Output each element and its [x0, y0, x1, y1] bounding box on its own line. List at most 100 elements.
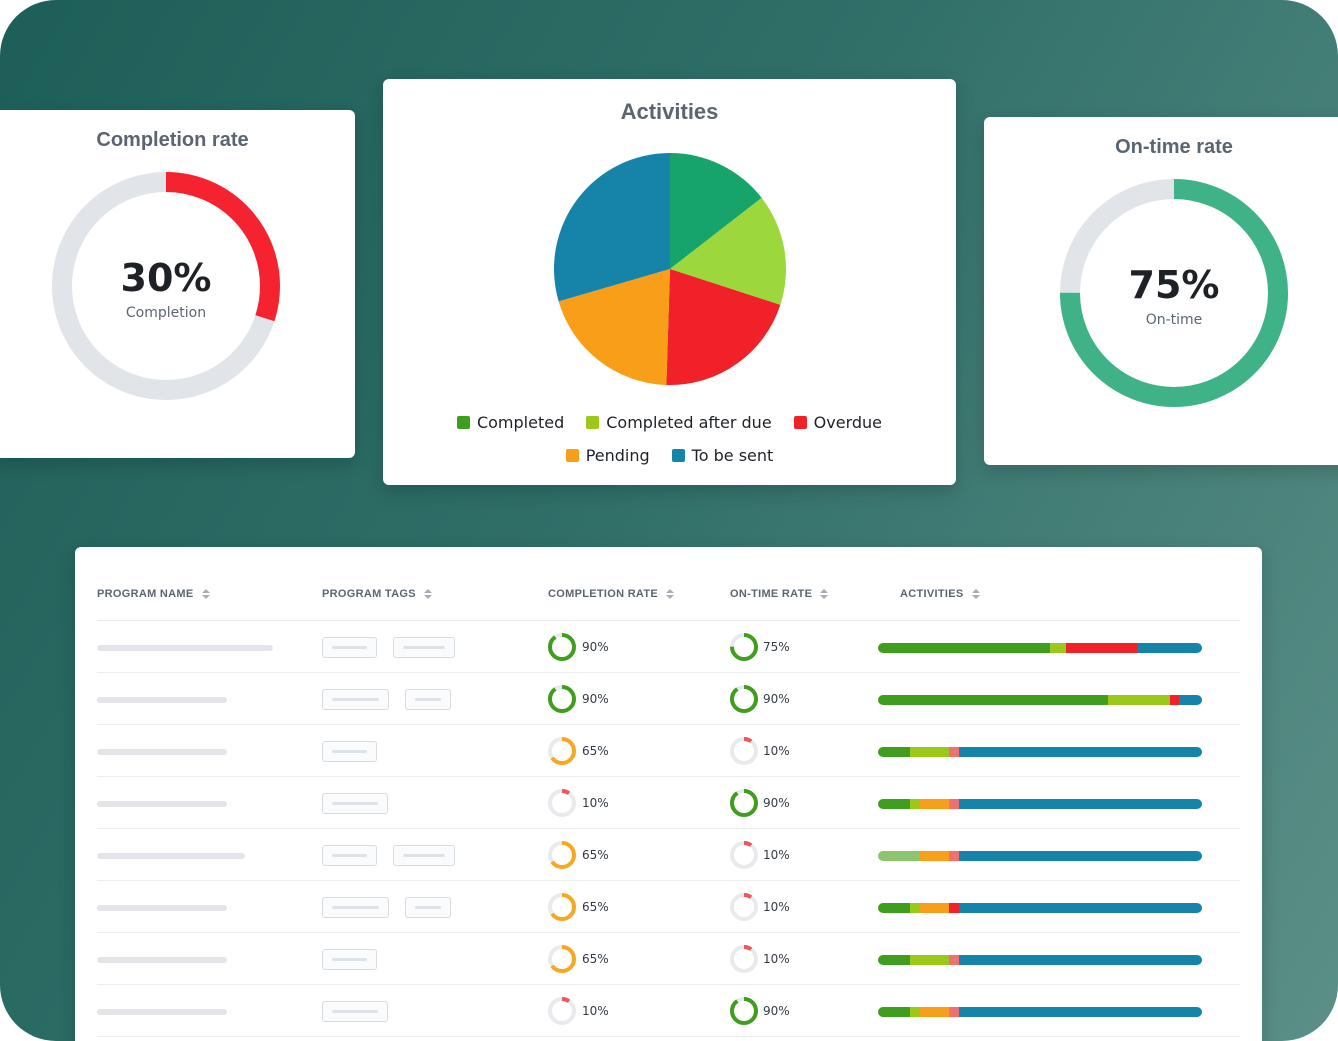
- table-row[interactable]: 10% 90%: [97, 777, 1240, 829]
- ontime-value: 75%: [1128, 263, 1220, 307]
- completion-mini-donut: [548, 789, 576, 817]
- pie-slice-completed-after-due[interactable]: [670, 197, 786, 305]
- sort-icon[interactable]: [201, 589, 210, 599]
- ontime-mini-donut: [730, 633, 758, 661]
- completion-mini-donut-arc: [548, 737, 576, 765]
- ontime-mini-donut-track: [730, 893, 758, 921]
- ontime-mini-donut-arc: [730, 945, 758, 973]
- pie-slice-pending[interactable]: [558, 269, 670, 385]
- completion-mini-donut-arc: [548, 685, 576, 713]
- completion-rate-value: 65%: [582, 848, 609, 862]
- sort-icon[interactable]: [423, 589, 432, 599]
- completion-donut-chart: [52, 172, 280, 400]
- ontime-rate-value: 90%: [763, 1004, 790, 1018]
- table-row[interactable]: 65% 10%: [97, 725, 1240, 777]
- activities-bar-segment: [1049, 643, 1066, 653]
- column-header-program-tags[interactable]: PROGRAM TAGS: [322, 588, 432, 600]
- pie-slice-completed[interactable]: [670, 153, 762, 269]
- program-name-placeholder: [97, 801, 227, 807]
- program-name-placeholder: [97, 853, 245, 859]
- program-name-placeholder: [97, 645, 273, 651]
- completion-rate-value: 10%: [582, 1004, 609, 1018]
- program-tag-placeholder: [405, 897, 451, 918]
- pie-slice-overdue[interactable]: [666, 269, 781, 385]
- completion-mini-donut: [548, 997, 576, 1025]
- completion-mini-donut: [548, 685, 576, 713]
- completion-mini-donut: [548, 633, 576, 661]
- legend-swatch-completed-after-due: [586, 416, 600, 429]
- program-tag-placeholder: [405, 689, 451, 710]
- column-header-label: ON-TIME RATE: [730, 588, 813, 600]
- ontime-mini-donut: [730, 893, 758, 921]
- ontime-donut-arc: [1060, 179, 1288, 407]
- completion-rate-value: 90%: [582, 640, 609, 654]
- program-tag-placeholder: [322, 741, 377, 762]
- table-row[interactable]: 65% 10%: [97, 881, 1240, 933]
- ontime-mini-donut-track: [730, 945, 758, 973]
- activities-bar-segment: [1065, 643, 1138, 653]
- completion-mini-donut: [548, 893, 576, 921]
- activities-bar-segment: [878, 747, 911, 757]
- column-header-ontime-rate[interactable]: ON-TIME RATE: [730, 588, 829, 600]
- table-row[interactable]: 90% 90%: [97, 673, 1240, 725]
- completion-rate-title: Completion rate: [96, 129, 249, 151]
- ontime-rate-value: 10%: [763, 848, 790, 862]
- legend-label: To be sent: [691, 446, 774, 465]
- activities-bar-segment: [1179, 695, 1202, 705]
- activities-bar-segment: [878, 903, 911, 913]
- activities-bar[interactable]: [878, 643, 1202, 653]
- sort-icon[interactable]: [666, 589, 675, 599]
- sort-icon[interactable]: [971, 589, 980, 599]
- ontime-rate-value: 10%: [763, 744, 790, 758]
- ontime-mini-donut-arc: [730, 841, 758, 869]
- table-row[interactable]: 65% 10%: [97, 933, 1240, 985]
- activities-bar[interactable]: [878, 1007, 1202, 1017]
- completion-mini-donut-arc: [548, 997, 576, 1025]
- table-row[interactable]: 90% 75%: [97, 621, 1240, 673]
- activities-bar-segment: [958, 851, 1202, 861]
- table-row[interactable]: 65% 10%: [97, 829, 1240, 881]
- activities-bar-segment: [949, 747, 959, 757]
- activities-bar[interactable]: [878, 799, 1202, 809]
- ontime-mini-donut: [730, 997, 758, 1025]
- ontime-mini-donut-arc: [730, 997, 758, 1025]
- ontime-rate-value: 10%: [763, 952, 790, 966]
- column-header-program-name[interactable]: PROGRAM NAME: [97, 588, 210, 600]
- activities-bar-segment: [958, 747, 1202, 757]
- activities-bar[interactable]: [878, 851, 1202, 861]
- ontime-mini-donut-arc: [730, 633, 758, 661]
- activities-bar[interactable]: [878, 955, 1202, 965]
- activities-bar[interactable]: [878, 903, 1202, 913]
- completion-mini-donut-track: [548, 997, 576, 1025]
- completion-rate-value: 90%: [582, 692, 609, 706]
- activities-bar-segment: [920, 1007, 950, 1017]
- completion-label: Completion: [125, 305, 207, 321]
- activities-bar-segment: [958, 799, 1202, 809]
- column-header-label: PROGRAM NAME: [97, 588, 194, 600]
- activities-bar[interactable]: [878, 695, 1202, 705]
- activities-bar-segment: [1169, 695, 1180, 705]
- legend-row-2: Pending To be sent: [383, 446, 956, 465]
- activities-bar[interactable]: [878, 747, 1202, 757]
- legend-swatch-completed: [456, 416, 470, 429]
- table-row[interactable]: 10% 90%: [97, 985, 1240, 1037]
- pie-slice-to-be-sent[interactable]: [554, 153, 670, 302]
- legend-label: Pending: [585, 446, 650, 465]
- activities-card: Activities Completed Completed after due…: [383, 79, 956, 485]
- program-name-placeholder: [97, 905, 227, 911]
- activities-bar-segment: [920, 903, 950, 913]
- completion-value: 30%: [120, 256, 212, 300]
- program-tag-placeholder: [322, 845, 377, 866]
- activities-bar-segment: [878, 643, 1050, 653]
- completion-donut-arc: [52, 172, 280, 400]
- program-name-placeholder: [97, 957, 227, 963]
- activities-bar-segment: [910, 955, 950, 965]
- completion-mini-donut: [548, 737, 576, 765]
- column-header-activities[interactable]: ACTIVITIES: [900, 588, 980, 600]
- sort-icon[interactable]: [820, 589, 829, 599]
- activities-pie-chart: [554, 153, 786, 385]
- legend-item-overdue: Overdue: [793, 413, 882, 432]
- column-header-completion-rate[interactable]: COMPLETION RATE: [548, 588, 675, 600]
- completion-mini-donut-arc: [548, 789, 576, 817]
- completion-rate-value: 65%: [582, 744, 609, 758]
